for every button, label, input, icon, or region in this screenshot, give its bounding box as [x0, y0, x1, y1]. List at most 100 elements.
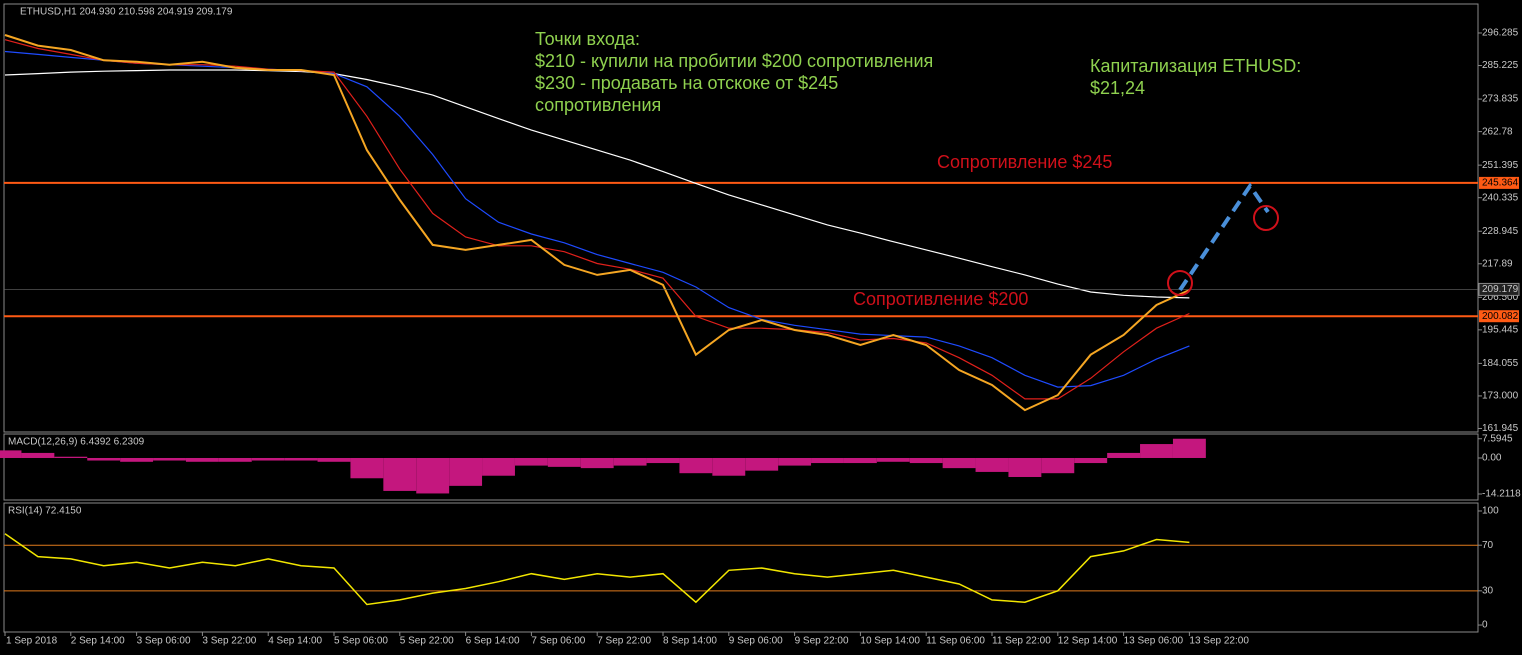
last-price-box	[1478, 282, 1520, 296]
level-label: 200.082	[1482, 311, 1519, 322]
x-tick-label: 9 Sep 22:00	[795, 636, 849, 647]
series-line	[4, 34, 1190, 412]
series-line	[4, 50, 1190, 388]
y-tick-label: -14.2118	[1482, 489, 1521, 500]
x-tick-label: 5 Sep 06:00	[334, 636, 388, 647]
x-tick-label: 8 Sep 14:00	[663, 636, 717, 647]
series-line	[4, 533, 1190, 606]
macd-bar	[416, 457, 450, 494]
x-tick-label: 1 Sep 2018	[6, 636, 58, 647]
y-tick-label: 285.225	[1482, 60, 1519, 71]
macd-bar	[843, 457, 877, 464]
y-tick-label: 100	[1482, 506, 1499, 517]
macd-bar	[811, 457, 844, 464]
forecast-arrow	[1178, 182, 1270, 292]
y-tick-label: 161.945	[1482, 423, 1519, 434]
y-tick-label: 217.89	[1482, 258, 1513, 269]
y-tick-label: 0.00	[1482, 453, 1502, 464]
x-tick-label: 3 Sep 06:00	[137, 636, 191, 647]
x-tick-label: 9 Sep 06:00	[729, 636, 783, 647]
y-tick-label: 240.335	[1482, 192, 1519, 203]
y-tick-label: 195.445	[1482, 324, 1519, 335]
x-tick-label: 12 Sep 14:00	[1058, 636, 1118, 647]
macd-bar	[1107, 452, 1141, 458]
y-tick-label: 296.285	[1482, 28, 1519, 39]
y-tick-label: 30	[1482, 585, 1494, 596]
y-tick-label: 7.5945	[1482, 433, 1513, 444]
x-tick-label: 11 Sep 22:00	[992, 636, 1051, 647]
macd-bar	[350, 457, 384, 479]
level-label-box	[1479, 310, 1519, 323]
macd-bar	[876, 457, 910, 462]
exit-circle	[1253, 205, 1279, 231]
macd-bar	[942, 457, 976, 469]
macd-bar	[284, 457, 318, 461]
entry-circle	[1167, 270, 1193, 296]
macd-bar	[1172, 438, 1206, 458]
x-tick-label: 7 Sep 22:00	[597, 636, 651, 647]
y-tick-label: 70	[1482, 540, 1494, 551]
macd-bar	[745, 457, 779, 471]
level-label: 245.364	[1482, 178, 1519, 189]
macd-bar	[514, 457, 548, 466]
macd-panel	[3, 433, 1479, 501]
panel-title: MACD(12,26,9) 6.4392 6.2309	[8, 437, 145, 448]
macd-bar	[153, 457, 186, 461]
panel-title: ETHUSD,H1 204.930 210.598 204.919 209.17…	[20, 7, 233, 18]
x-tick-label: 6 Sep 14:00	[466, 636, 520, 647]
macd-bar	[778, 457, 812, 466]
macd-bar	[1140, 444, 1173, 458]
macd-bar	[449, 457, 483, 486]
macd-bar	[120, 457, 154, 462]
x-tick-label: 2 Sep 14:00	[71, 636, 125, 647]
macd-bar	[87, 457, 121, 461]
macd-bar	[317, 457, 351, 462]
annotation: сопротивления	[535, 95, 661, 115]
macd-bar	[54, 456, 88, 458]
annotation: Точки входа:	[535, 29, 640, 49]
price-panel	[3, 3, 1479, 433]
annotation: $230 - продавать на отскоке от $245	[535, 73, 838, 93]
annotation: $210 - купили на пробитии $200 сопротивл…	[535, 51, 933, 71]
x-tick-label: 11 Sep 06:00	[926, 636, 985, 647]
macd-bar	[646, 457, 680, 464]
macd-bar	[1041, 457, 1075, 474]
annotation: $21,24	[1090, 78, 1145, 98]
y-tick-label: 206.500	[1482, 292, 1519, 303]
macd-bar	[383, 457, 417, 491]
y-tick-label: 184.055	[1482, 358, 1519, 369]
y-tick-label: 251.395	[1482, 160, 1519, 171]
macd-bar	[0, 450, 22, 458]
macd-bar	[712, 457, 746, 476]
macd-bar	[975, 457, 1009, 472]
marks: 1 Sep 2018 2 Sep 14:00 3 Sep 06:00 3 Sep 22…	[0, 7, 1521, 647]
level-label-box	[1479, 176, 1519, 189]
x-tick-label: 13 Sep 06:00	[1124, 636, 1184, 647]
annotation: Сопротивление $200	[853, 289, 1028, 309]
y-tick-label: 173.000	[1482, 391, 1519, 402]
panel-title: RSI(14) 72.4150	[8, 506, 82, 517]
macd-bar	[679, 457, 713, 474]
y-tick-label: 273.835	[1482, 94, 1519, 105]
series-line	[4, 69, 1190, 299]
x-tick-label: 10 Sep 14:00	[860, 636, 920, 647]
macd-bar	[613, 457, 647, 466]
macd-bar	[547, 457, 581, 467]
annotation: Капитализация ETHUSD:	[1090, 56, 1301, 76]
y-tick-label: 228.945	[1482, 226, 1519, 237]
series-line	[4, 39, 1190, 400]
macd-bar	[21, 452, 55, 458]
macd-bar	[218, 457, 252, 462]
x-tick-label: 4 Sep 14:00	[268, 636, 322, 647]
x-tick-label: 13 Sep 22:00	[1189, 636, 1249, 647]
macd-bar	[482, 457, 515, 476]
x-tick-label: 5 Sep 22:00	[400, 636, 454, 647]
macd-bar	[1074, 457, 1108, 464]
macd-bar	[251, 457, 285, 461]
rsi-panel	[3, 502, 1479, 633]
last-price-label: 209.179	[1482, 284, 1519, 295]
x-tick-label: 3 Sep 22:00	[202, 636, 256, 647]
macd-bar	[580, 457, 614, 469]
